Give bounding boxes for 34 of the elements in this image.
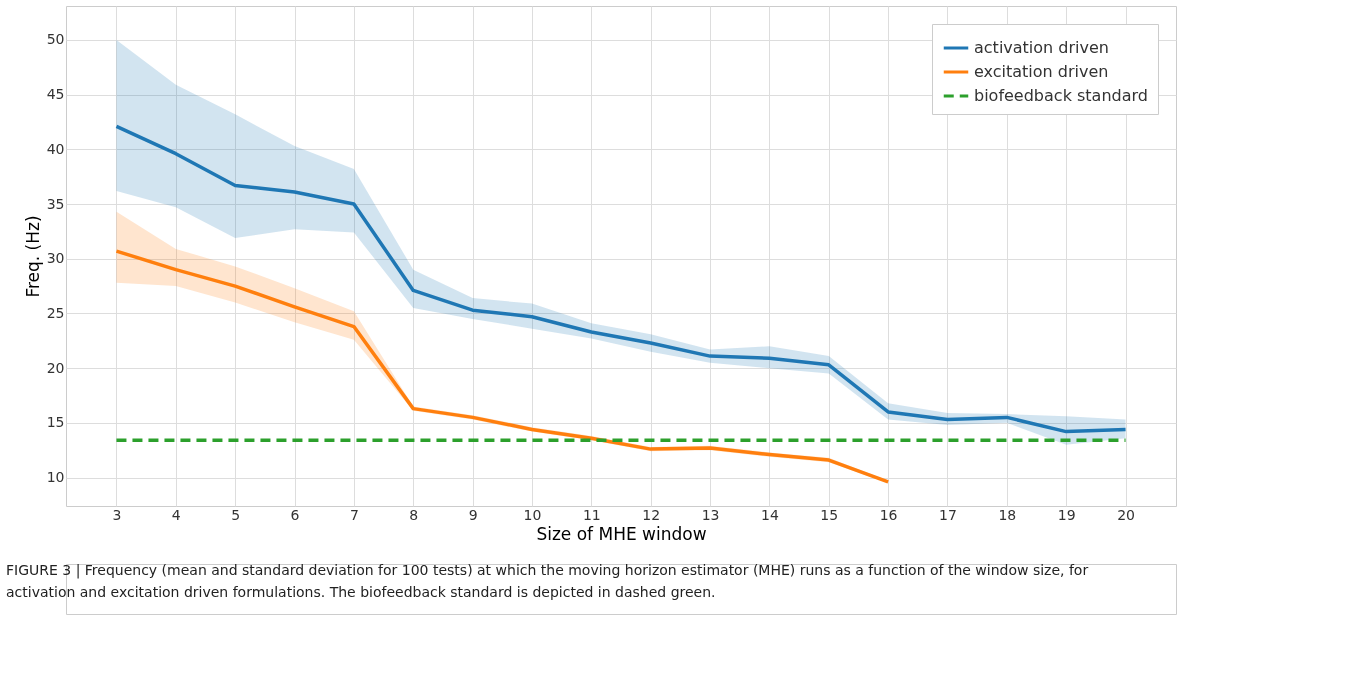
y-tick-label: 40: [46, 140, 65, 157]
x-tick-label: 3: [112, 506, 122, 523]
y-tick-label: 45: [46, 86, 65, 103]
y-tick-label: 15: [46, 414, 65, 431]
x-tick-label: 14: [760, 506, 779, 523]
legend-label: activation driven: [974, 38, 1109, 57]
y-tick-label: 35: [46, 195, 65, 212]
caption: FIGURE 3 | Frequency (mean and standard deviation for 100 tests) at which the moving horizon estimator (MHE) runs as a function of the window size, for activation and excitation driven formulations. The biofeedback standard is depicted in dashed green.: [6, 562, 1089, 600]
x-tick-label: 11: [582, 506, 601, 523]
x-tick-label: 20: [1117, 506, 1135, 523]
x-tick-label: 19: [1057, 506, 1076, 523]
x-tick-label: 13: [701, 506, 720, 523]
y-tick-label: 50: [46, 31, 65, 48]
line-series: [114, 124, 1128, 434]
legend-label: excitation driven: [974, 62, 1109, 81]
x-tick-label: 12: [642, 506, 661, 523]
x-tick-label: 5: [231, 506, 241, 523]
y-tick-label: 20: [46, 359, 65, 376]
y-axis-title: Freq. (Hz): [22, 215, 43, 298]
x-tick-label: 15: [820, 506, 839, 523]
x-tick-label: 16: [879, 506, 898, 523]
x-tick-label: 6: [290, 506, 300, 523]
x-tick-label: 9: [468, 506, 478, 523]
x-tick-label: 18: [998, 506, 1017, 523]
y-tick-label: 30: [46, 250, 65, 267]
x-tick-label: 10: [523, 506, 542, 523]
y-tick-label: 25: [46, 304, 65, 321]
legend-label: biofeedback standard: [974, 86, 1148, 105]
x-axis-title: Size of MHE window: [536, 523, 707, 544]
x-tick-label: 17: [939, 506, 957, 523]
x-tick-label: 8: [409, 506, 419, 523]
x-tick-label: 7: [349, 506, 359, 523]
y-tick-label: 10: [46, 469, 65, 486]
x-tick-label: 4: [171, 506, 181, 523]
